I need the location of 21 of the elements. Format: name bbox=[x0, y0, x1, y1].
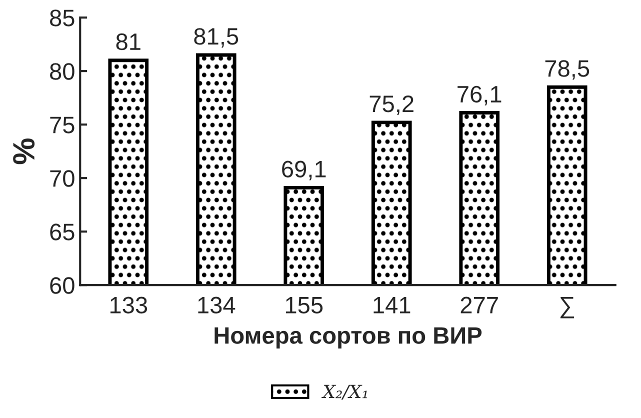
data-label: 81 bbox=[116, 33, 140, 50]
y-tick-label: 65 bbox=[50, 224, 74, 240]
y-tick-label: 70 bbox=[50, 170, 74, 187]
data-label: 81,5 bbox=[194, 28, 238, 48]
y-tick-label: 75 bbox=[50, 116, 74, 134]
data-label: 76,1 bbox=[458, 86, 502, 106]
x-axis-title: Номера сортов по ВИР bbox=[214, 327, 482, 349]
y-axis-title: % bbox=[13, 138, 35, 164]
x-tick-label: ∑ bbox=[560, 296, 574, 318]
x-tick-label: 155 bbox=[286, 297, 323, 314]
y-tick-label: 85 bbox=[50, 10, 74, 26]
legend-label: X₂/X₁ bbox=[321, 384, 367, 400]
y-tick-label: 80 bbox=[50, 63, 74, 80]
y-tick-label: 60 bbox=[50, 277, 74, 294]
data-label: 75,2 bbox=[370, 95, 414, 115]
data-label: 69,1 bbox=[282, 160, 326, 180]
x-tick-label: 141 bbox=[374, 297, 410, 314]
x-tick-label: 277 bbox=[460, 296, 498, 314]
x-tick-label: 134 bbox=[198, 296, 236, 314]
data-label: 78,5 bbox=[545, 60, 590, 80]
x-tick-label: 133 bbox=[110, 296, 148, 314]
